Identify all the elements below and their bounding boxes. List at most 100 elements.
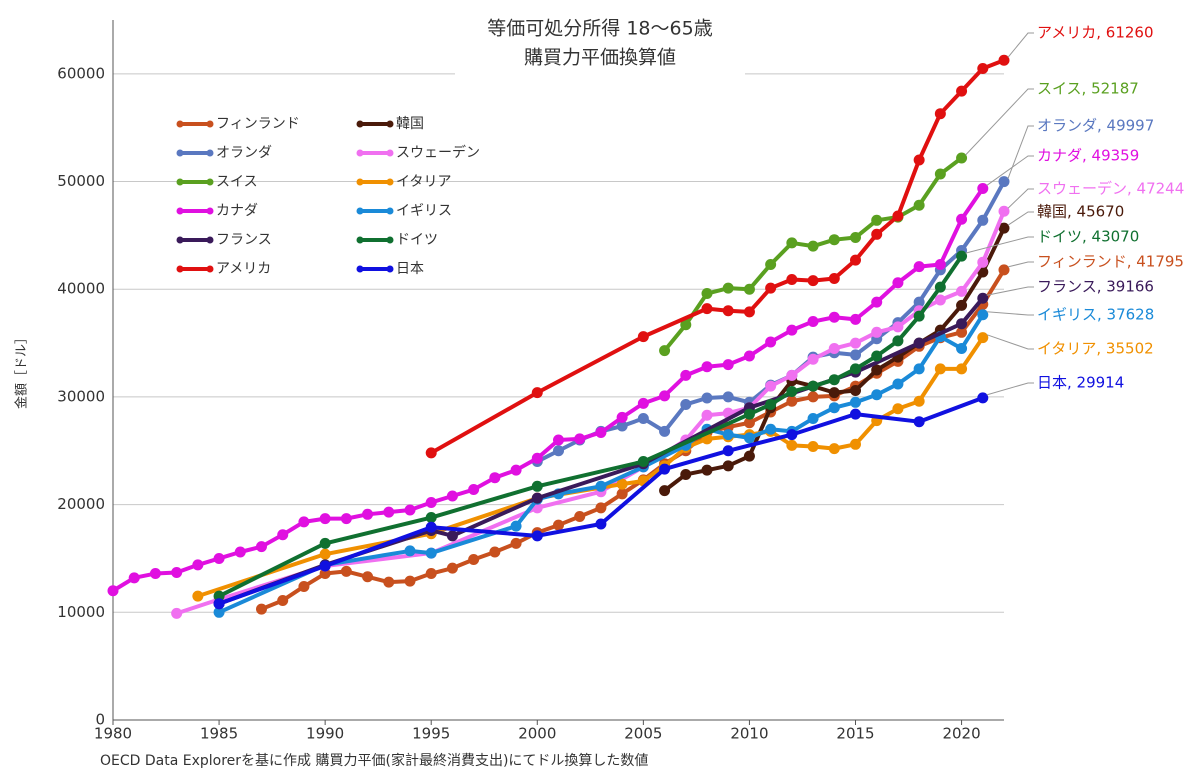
data-point: [595, 480, 607, 492]
data-point: [807, 391, 819, 403]
data-point: [446, 562, 458, 574]
data-point: [425, 547, 437, 559]
data-point: [934, 168, 946, 180]
y-tick-label: 50000: [57, 172, 105, 190]
x-tick-label: 2005: [624, 725, 662, 743]
data-point: [404, 545, 416, 557]
legend-marker: [386, 265, 394, 273]
leader-line: [1007, 211, 1034, 226]
data-point: [765, 380, 777, 392]
data-point: [256, 541, 267, 553]
data-point: [850, 349, 861, 361]
data-point: [425, 447, 437, 459]
data-point: [531, 452, 543, 464]
leader-line: [986, 155, 1034, 186]
legend-marker: [386, 178, 394, 186]
data-point: [701, 288, 713, 300]
data-point: [680, 319, 692, 331]
data-point: [743, 432, 755, 444]
data-point: [871, 326, 883, 338]
data-point: [913, 199, 925, 211]
data-point: [107, 585, 119, 597]
data-point: [765, 258, 777, 270]
x-tick-label: 1995: [412, 725, 450, 743]
data-point: [340, 513, 352, 525]
legend-label: 韓国: [396, 116, 424, 132]
data-point: [828, 234, 840, 246]
data-point: [934, 294, 946, 306]
leader-line: [986, 334, 1034, 350]
end-label: フランス, 39166: [1037, 278, 1154, 296]
y-tick-label: 20000: [57, 495, 105, 513]
legend-marker: [356, 265, 364, 273]
data-point: [298, 516, 310, 528]
end-label: イタリア, 35502: [1037, 340, 1154, 358]
y-tick-label: 10000: [57, 603, 105, 621]
data-point: [319, 537, 331, 549]
data-point: [977, 256, 989, 268]
data-point: [722, 359, 734, 371]
y-tick-label: 60000: [57, 64, 105, 82]
legend-marker: [356, 207, 364, 215]
y-tick-label: 40000: [57, 280, 105, 298]
data-point: [595, 502, 607, 514]
legend-marker: [356, 236, 364, 244]
data-point: [807, 240, 819, 252]
data-point: [956, 342, 968, 354]
data-point: [786, 429, 798, 441]
data-point: [765, 423, 777, 435]
legend-marker: [206, 149, 214, 157]
data-point: [956, 85, 968, 97]
data-point: [892, 277, 904, 289]
data-point: [956, 213, 968, 225]
legend-marker: [176, 265, 184, 273]
data-point: [828, 402, 840, 414]
legend-label: アメリカ: [216, 261, 271, 277]
legend-marker: [176, 236, 184, 244]
data-point: [828, 387, 840, 399]
data-point: [892, 378, 904, 390]
data-point: [807, 353, 819, 365]
data-point: [319, 568, 331, 580]
data-point: [489, 472, 501, 484]
data-point: [743, 417, 755, 429]
data-point: [998, 264, 1010, 276]
legend-label: カナダ: [216, 203, 258, 219]
data-point: [722, 391, 734, 403]
data-point: [192, 559, 204, 571]
legend-marker: [176, 207, 184, 215]
data-point: [468, 484, 480, 496]
data-point: [383, 576, 395, 588]
data-point: [786, 386, 798, 398]
data-point: [913, 363, 925, 375]
data-point: [786, 439, 798, 451]
x-tick-label: 1990: [306, 725, 344, 743]
end-label: ドイツ, 43070: [1037, 228, 1139, 246]
title-box: [455, 12, 745, 76]
data-point: [340, 565, 352, 577]
data-point: [531, 480, 543, 492]
data-point: [850, 384, 861, 396]
data-point: [701, 409, 713, 421]
leader-line: [1007, 261, 1034, 268]
data-point: [828, 443, 840, 455]
data-point: [659, 463, 671, 475]
data-point: [510, 520, 522, 532]
legend-label: オランダ: [216, 145, 272, 161]
data-point: [425, 512, 437, 524]
y-tick-label: 30000: [57, 387, 105, 405]
data-point: [425, 568, 437, 580]
legend-label: スイス: [216, 174, 258, 190]
data-point: [786, 237, 798, 249]
data-point: [446, 490, 458, 502]
data-point: [913, 296, 925, 308]
legend-marker: [176, 120, 184, 128]
data-point: [871, 364, 883, 376]
legend-label: イタリア: [396, 174, 451, 190]
x-tick-label: 1985: [200, 725, 238, 743]
data-point: [956, 363, 968, 375]
data-point: [828, 311, 840, 323]
data-point: [659, 425, 671, 437]
data-point: [425, 496, 437, 508]
data-point: [786, 395, 798, 407]
